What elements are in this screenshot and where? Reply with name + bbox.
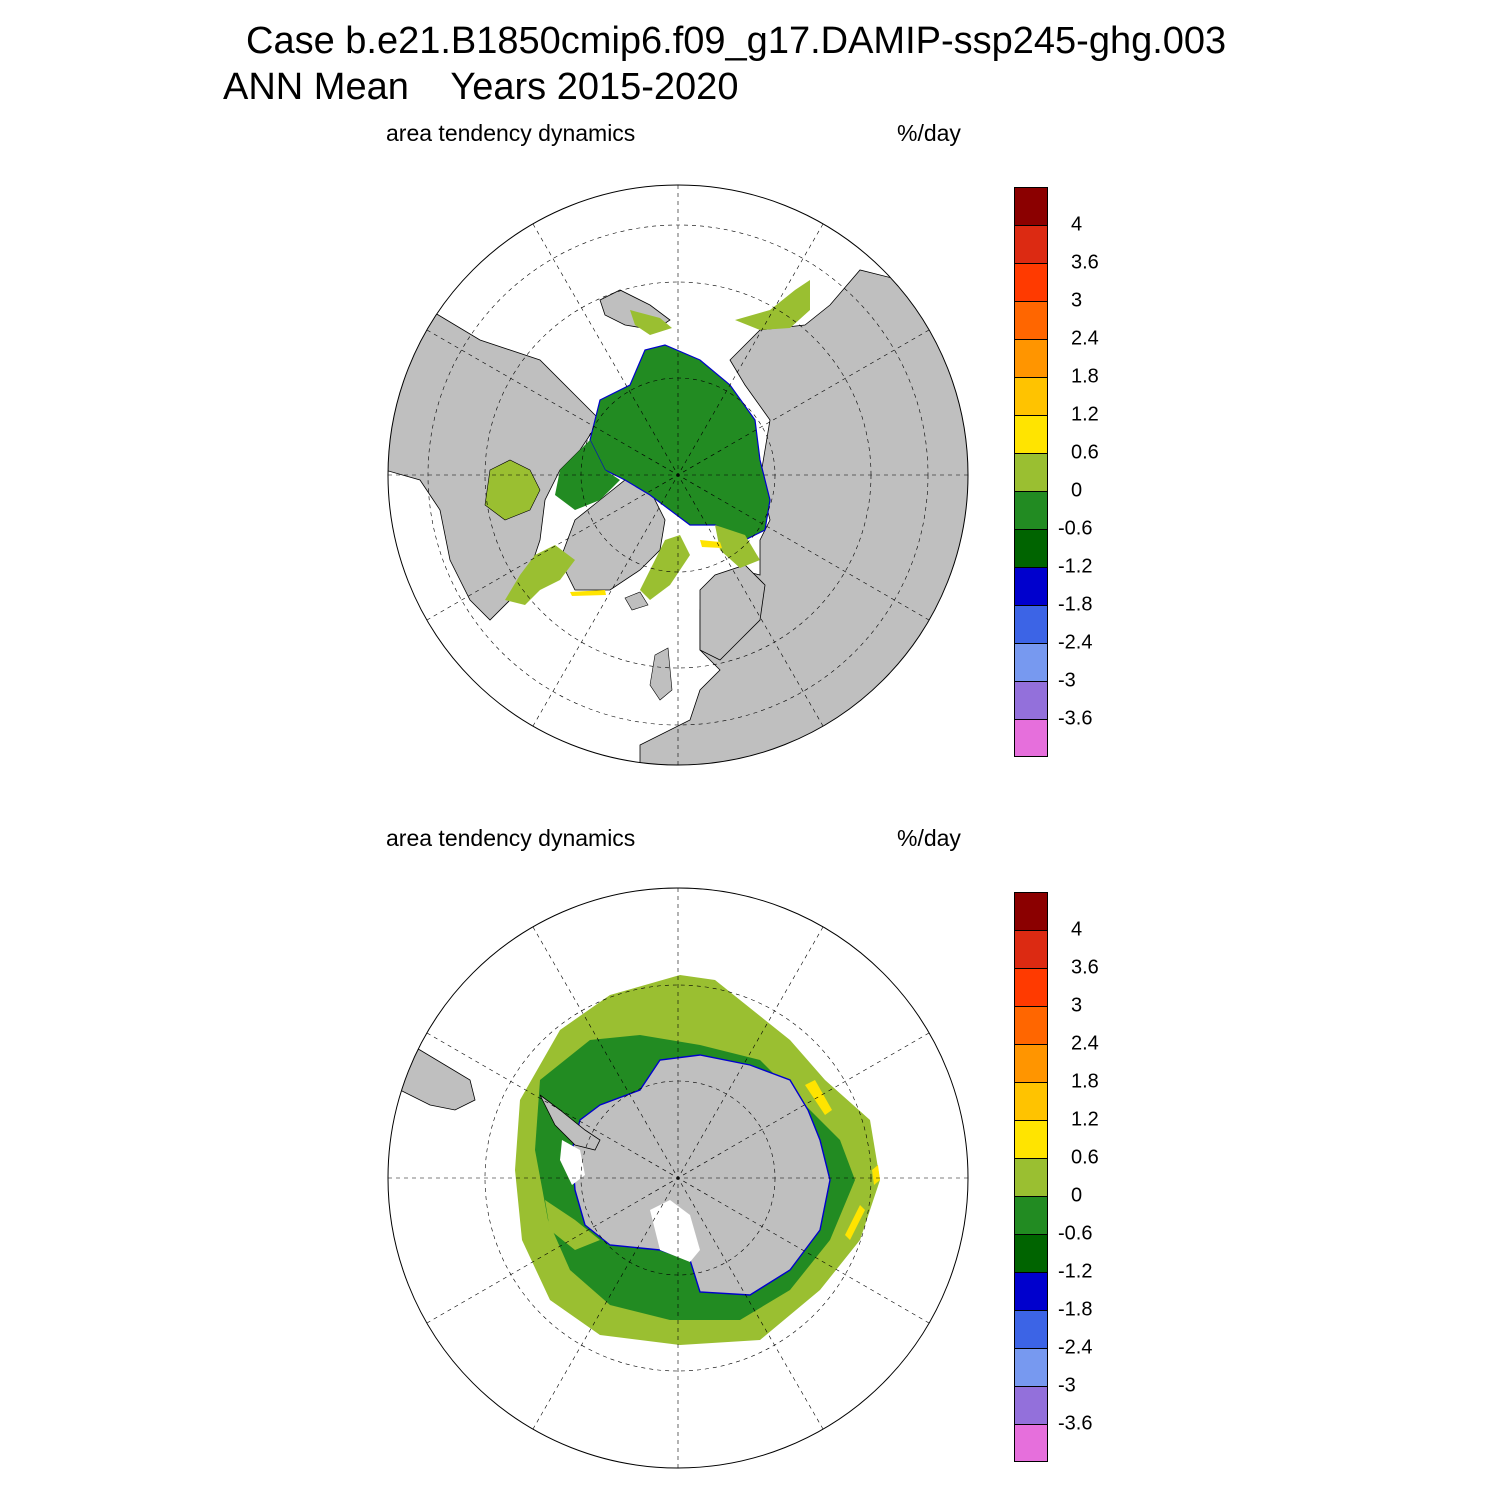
colorbar-label: -0.6 [1058,517,1093,540]
colorbar-swatch [1014,415,1048,453]
colorbar-swatch [1014,1310,1048,1348]
colorbar-swatch [1014,529,1048,567]
bering-band [630,310,672,335]
north-units-label: %/day [897,120,961,146]
colorbar-swatch [1014,719,1048,757]
colorbar-swatch [1014,1044,1048,1082]
colorbar-label: 1.2 [1071,403,1099,426]
arctic-map [388,185,968,765]
colorbar-label: -3 [1058,1374,1076,1397]
colorbar-swatch [1014,643,1048,681]
colorbar-label: 3 [1071,994,1083,1017]
colorbar-swatch [1014,930,1048,968]
arctic-basin-ice [589,344,771,541]
south-america-land [399,1039,476,1111]
colorbar-swatch [1014,1196,1048,1234]
years-label: Years 2015-2020 [450,66,739,108]
colorbar-label: -0.6 [1058,1222,1093,1245]
figure-title-case: Case b.e21.B1850cmip6.f09_g17.DAMIP-ssp2… [246,20,1227,62]
colorbar-label: 3 [1071,289,1083,312]
colorbar-label: 2.4 [1071,327,1099,350]
colorbar-swatch [1014,681,1048,719]
south-colorbar [1014,892,1048,1462]
colorbar-swatch [1014,339,1048,377]
colorbar-swatch [1014,567,1048,605]
colorbar-label: -3.6 [1058,1412,1093,1435]
colorbar-label: 1.8 [1071,1070,1099,1093]
colorbar-swatch [1014,187,1048,225]
scandinavia-land [699,564,766,661]
colorbar-label: -1.2 [1058,1260,1093,1283]
colorbar-swatch [1014,1158,1048,1196]
antarctic-peninsula [539,1094,601,1151]
colorbar-swatch [1014,377,1048,415]
colorbar-label: 0.6 [1071,1146,1099,1169]
iceland-land [624,591,649,611]
colorbar-label: 0.6 [1071,441,1099,464]
colorbar-label: -3.6 [1058,707,1093,730]
colorbar-swatch [1014,1424,1048,1462]
south-units-label: %/day [897,825,961,851]
colorbar-label: 4 [1071,213,1083,236]
colorbar-label: 0 [1071,1184,1083,1207]
weddell-ice-shelf [560,1140,585,1185]
greenland-sea-band [640,535,690,600]
colorbar-swatch [1014,1348,1048,1386]
colorbar-label: -1.8 [1058,593,1093,616]
archipelago-ice [555,440,620,510]
colorbar-swatch [1014,491,1048,529]
north-variable-label: area tendency dynamics [386,120,636,146]
colorbar-label: -2.4 [1058,631,1093,654]
north-colorbar [1014,187,1048,757]
colorbar-label: -1.8 [1058,1298,1093,1321]
greenland-land [559,479,666,591]
colorbar-label: -1.2 [1058,555,1093,578]
antarctic-map-border [387,887,969,1469]
colorbar-label: 3.6 [1071,956,1099,979]
weddell-patch [545,1200,600,1250]
colorbar-label: -2.4 [1058,1336,1093,1359]
colorbar-swatch [1014,1120,1048,1158]
colorbar-label: 2.4 [1071,1032,1099,1055]
mean-label: ANN Mean [223,66,409,108]
colorbar-swatch [1014,453,1048,491]
colorbar-label: -3 [1058,669,1076,692]
colorbar-swatch [1014,1006,1048,1044]
yellow-strip-2 [570,590,606,596]
colorbar-swatch [1014,263,1048,301]
colorbar-label: 1.2 [1071,1108,1099,1131]
colorbar-swatch [1014,1234,1048,1272]
colorbar-label: 3.6 [1071,251,1099,274]
yellow-strip-4 [845,1205,865,1240]
colorbar-label: 0 [1071,479,1083,502]
ross-ice-shelf [650,1200,700,1262]
barents-band [715,525,760,568]
colorbar-swatch [1014,605,1048,643]
colorbar-swatch [1014,892,1048,930]
uk-land [649,647,673,701]
antarctic-map [388,888,968,1468]
colorbar-swatch [1014,968,1048,1006]
colorbar-swatch [1014,1082,1048,1120]
north-america-land [388,309,601,621]
okhotsk-band [735,280,810,330]
figure-title-period: ANN Mean Years 2015-2020 [223,66,738,109]
yellow-strip-3 [805,1080,832,1115]
yellow-strip-5 [872,1165,880,1185]
colorbar-label: 1.8 [1071,365,1099,388]
arctic-map-border [387,184,969,766]
colorbar-label: 4 [1071,918,1083,941]
colorbar-swatch [1014,301,1048,339]
yellow-strip-1 [700,540,722,548]
colorbar-swatch [1014,1386,1048,1424]
labrador-ice-band [505,545,575,605]
south-variable-label: area tendency dynamics [386,825,636,851]
colorbar-swatch [1014,1272,1048,1310]
colorbar-swatch [1014,225,1048,263]
